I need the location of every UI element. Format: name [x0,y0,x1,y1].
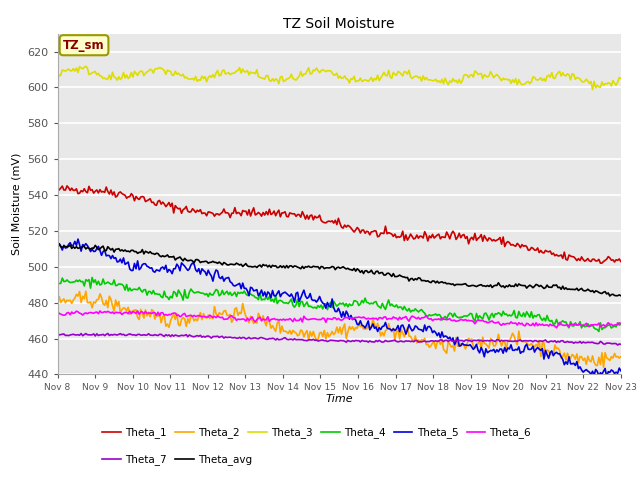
Theta_3 [82,63,90,69]
Title: TZ Soil Moisture: TZ Soil Moisture [284,17,395,31]
Theta_1 [124,194,132,200]
Line: Theta_1: Theta_1 [58,186,621,263]
Theta_6 [617,321,625,326]
Theta_7 [223,335,231,340]
Theta_3 [617,75,625,81]
Line: Theta_7: Theta_7 [58,334,621,345]
Theta_2 [600,364,607,370]
Theta_2 [82,288,90,294]
Theta_3 [242,69,250,75]
Theta_5 [223,275,231,281]
Theta_4 [242,291,250,297]
Theta_3 [223,71,231,76]
Theta_3 [252,71,259,77]
Theta_4 [617,322,625,327]
Theta_5 [54,242,61,248]
Theta_3 [301,71,309,77]
Theta_avg [606,293,614,299]
Theta_5 [587,372,595,377]
Theta_5 [617,368,625,373]
Theta_6 [123,310,131,315]
Theta_avg [252,264,259,269]
Theta_6 [301,316,309,322]
Legend: Theta_7, Theta_avg: Theta_7, Theta_avg [102,455,252,466]
Text: TZ_sm: TZ_sm [63,39,105,52]
Theta_7 [242,336,250,342]
Theta_5 [301,293,309,299]
Theta_2 [617,354,625,360]
Line: Theta_avg: Theta_avg [58,244,621,296]
Theta_5 [252,288,259,293]
Theta_7 [104,331,111,336]
Theta_7 [252,335,259,341]
Theta_6 [54,309,61,314]
Theta_avg [301,264,309,270]
Theta_avg [54,244,61,250]
Theta_4 [223,288,231,294]
X-axis label: Time: Time [325,394,353,404]
Theta_2 [223,312,231,318]
Theta_7 [617,341,625,347]
Theta_avg [587,288,595,294]
Theta_6 [223,316,231,322]
Y-axis label: Soil Moisture (mV): Soil Moisture (mV) [12,153,22,255]
Theta_6 [552,325,560,331]
Line: Theta_3: Theta_3 [58,66,621,90]
Theta_1 [596,260,604,266]
Theta_3 [124,76,132,82]
Theta_3 [54,70,61,75]
Line: Theta_6: Theta_6 [58,311,621,328]
Theta_7 [124,332,132,337]
Theta_4 [54,281,61,287]
Theta_2 [124,304,132,310]
Theta_7 [54,333,61,338]
Theta_2 [252,318,259,324]
Theta_7 [301,337,309,343]
Theta_3 [589,87,596,93]
Theta_5 [603,374,611,380]
Theta_avg [242,261,250,266]
Theta_5 [74,236,82,242]
Theta_5 [242,286,250,291]
Line: Theta_4: Theta_4 [58,277,621,332]
Theta_7 [614,342,621,348]
Theta_1 [242,208,250,214]
Line: Theta_2: Theta_2 [58,291,621,367]
Theta_4 [88,275,96,280]
Theta_6 [252,319,259,325]
Theta_avg [223,262,231,268]
Theta_4 [301,301,309,307]
Theta_4 [252,295,259,300]
Theta_1 [63,183,71,189]
Theta_6 [134,308,141,314]
Theta_avg [124,248,132,254]
Theta_4 [595,329,603,335]
Theta_1 [301,216,309,222]
Theta_2 [301,330,309,336]
Theta_2 [242,313,250,319]
Theta_7 [587,339,595,345]
Theta_2 [54,298,61,303]
Theta_1 [617,259,625,264]
Theta_6 [589,322,596,328]
Line: Theta_5: Theta_5 [58,239,621,377]
Theta_4 [587,323,595,329]
Theta_avg [55,241,63,247]
Theta_6 [242,318,250,324]
Theta_3 [587,79,595,84]
Theta_avg [617,293,625,299]
Theta_2 [587,359,595,365]
Theta_5 [124,259,132,265]
Theta_1 [587,259,595,264]
Theta_1 [223,210,231,216]
Theta_1 [54,186,61,192]
Theta_1 [252,212,259,218]
Theta_4 [124,288,132,294]
